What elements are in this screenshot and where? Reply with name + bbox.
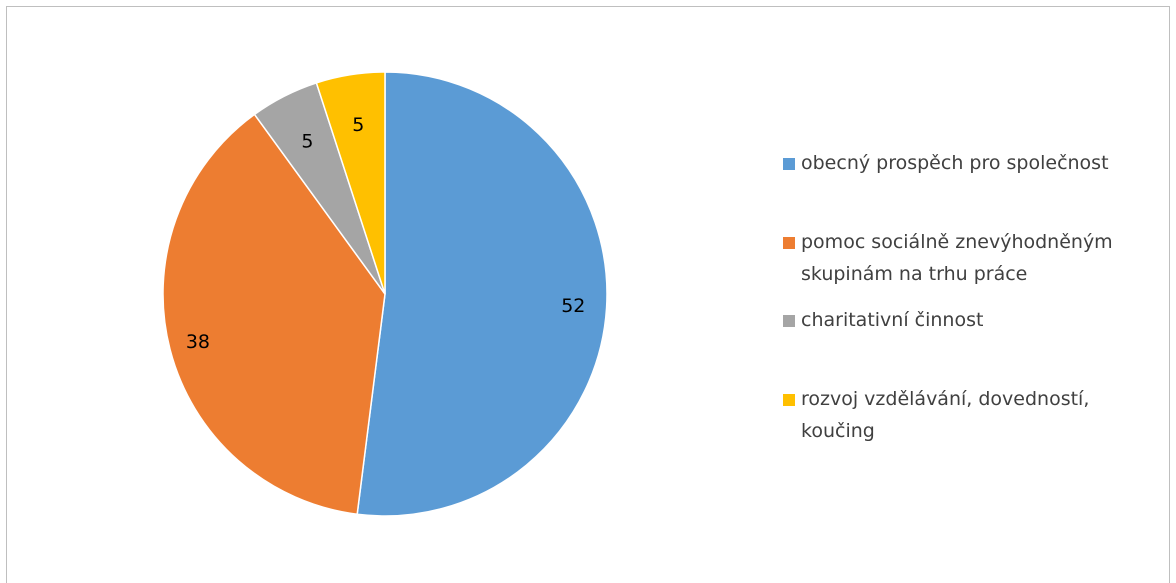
slice-pomoc-znevyhodnenym: [162, 113, 386, 516]
legend-swatch: [783, 158, 795, 170]
chart-area: 52 38 5 5 obecný prospěch pro společnost po…: [6, 6, 1170, 583]
data-label: 5: [301, 131, 313, 153]
pie-chart: 52 38 5 5: [162, 71, 608, 517]
data-label: 52: [561, 295, 585, 317]
legend-label: obecný prospěch pro společnost: [801, 152, 1109, 174]
slice-obecny-prospech: [356, 71, 608, 517]
legend-swatch: [783, 394, 795, 406]
data-label: 38: [186, 331, 210, 353]
legend-item: obecný prospěch pro společnost: [783, 147, 1161, 179]
legend-swatch: [783, 315, 795, 327]
legend-swatch: [783, 237, 795, 249]
legend-label: rozvoj vzdělávání, dovedností, koučing: [801, 388, 1090, 442]
slice-rozvoj-vzdelavani: [315, 71, 386, 295]
legend-label: pomoc sociálně znevýhodněným skupinám na…: [801, 231, 1113, 285]
legend-item: rozvoj vzdělávání, dovedností, koučing: [783, 383, 1161, 447]
data-label: 5: [352, 114, 364, 136]
legend-item: pomoc sociálně znevýhodněným skupinám na…: [783, 226, 1161, 290]
legend-label: charitativní činnost: [801, 309, 984, 331]
legend-item: charitativní činnost: [783, 304, 1161, 336]
